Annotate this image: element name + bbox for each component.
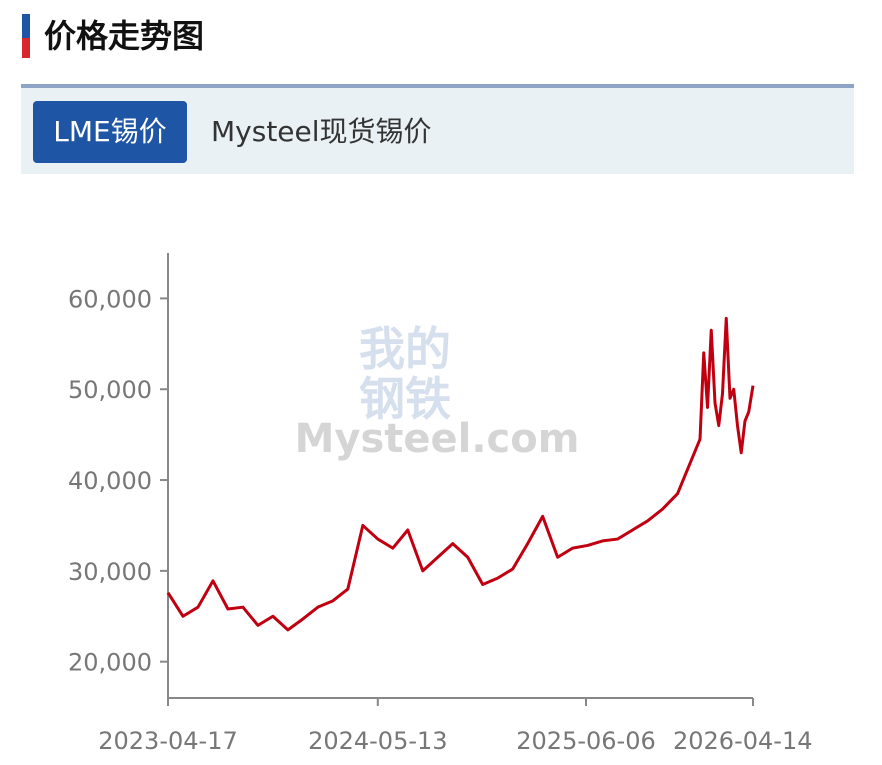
y-tick-label: 60,000 (68, 285, 152, 313)
watermark-text: 我的 (359, 322, 451, 376)
header-title: 价格走势图 (44, 17, 205, 55)
x-tick-label: 2024-05-13 (308, 727, 447, 755)
tab-bar: LME锡价 Mysteel现货锡价 (21, 88, 854, 174)
y-tick-label: 40,000 (68, 467, 152, 495)
watermark-text: Mysteel.com (295, 416, 580, 462)
tab[interactable]: LME锡价 (33, 101, 187, 163)
x-tick-label: 2023-04-17 (98, 727, 237, 755)
chart: 我的 钢铁 Mysteel.com 20,000 30,000 40,000 50,0… (68, 253, 812, 755)
price-line (166, 316, 755, 632)
x-tick-label: 2026-04-14 (673, 727, 812, 755)
y-tick-label: 50,000 (68, 376, 152, 404)
y-tick-label: 20,000 (68, 649, 152, 677)
y-tick-label: 30,000 (68, 558, 152, 586)
header-accent (22, 14, 30, 58)
tab[interactable]: Mysteel现货锡价 (211, 115, 432, 148)
x-tick-label: 2025-06-06 (516, 727, 655, 755)
header-rule (21, 84, 854, 88)
watermark: 我的 钢铁 Mysteel.com (295, 322, 580, 462)
watermark-text: 钢铁 (359, 372, 451, 426)
